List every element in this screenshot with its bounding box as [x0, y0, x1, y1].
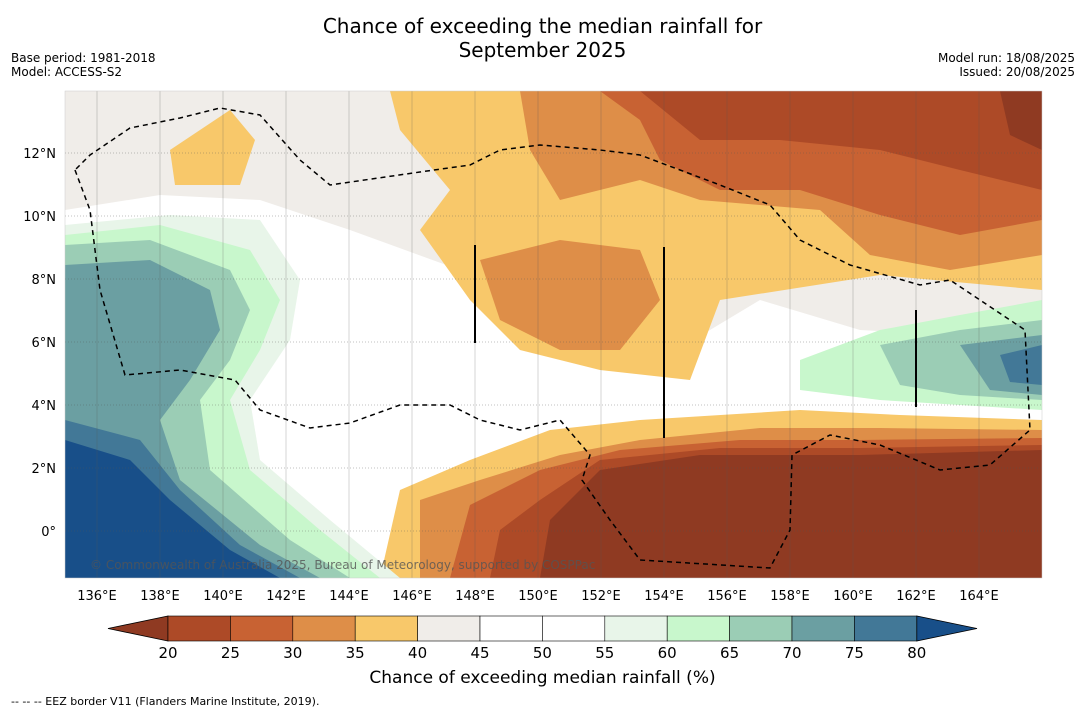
zone-75-80-east — [1000, 345, 1042, 385]
colorbar-tick-label: 35 — [346, 644, 365, 662]
colorbar-tick-label: 65 — [720, 644, 739, 662]
colorbar-segment — [167, 615, 231, 642]
colorbar-tick-label: 25 — [221, 644, 240, 662]
rainfall-field — [65, 91, 1042, 578]
eez-note: -- -- -- EEZ border V11 (Flanders Marine… — [11, 695, 320, 708]
colorbar-segment — [354, 615, 418, 642]
colorbar-segment — [729, 615, 793, 642]
colorbar-tick-label: 70 — [782, 644, 801, 662]
colorbar-tick-label: 45 — [470, 644, 489, 662]
run-info: Model run: 18/08/2025 Issued: 20/08/2025 — [938, 51, 1075, 79]
lat-tick-label: 2°N — [32, 462, 57, 477]
base-period: Base period: 1981-2018 — [11, 51, 156, 65]
zone-under-20-northeast — [1000, 91, 1042, 150]
lon-tick-label: 162°E — [896, 589, 936, 604]
title-line-2: September 2025 — [458, 38, 627, 62]
lon-tick-label: 150°E — [518, 589, 558, 604]
zone-35-40-northwest — [170, 110, 255, 185]
zone-30-35-central — [480, 240, 660, 350]
map-frame — [64, 90, 1043, 579]
lon-tick-label: 154°E — [644, 589, 684, 604]
colorbar-segment — [479, 615, 543, 642]
lat-tick-label: 0° — [41, 525, 56, 540]
colorbar-tick-label: 75 — [845, 644, 864, 662]
colorbar-ticks: 20 25 30 35 40 45 50 55 60 65 70 75 80 — [158, 644, 926, 662]
colorbar-under-arrow — [107, 615, 169, 642]
colorbar-tick-label: 30 — [283, 644, 302, 662]
colorbar-tick-label: 20 — [158, 644, 177, 662]
model-run: Model run: 18/08/2025 — [937, 51, 1075, 65]
colorbar-segment — [604, 615, 668, 642]
lat-tick-label: 8°N — [32, 273, 57, 288]
latitude-labels: 12°N 10°N 8°N 6°N 4°N 2°N 0° — [23, 147, 56, 540]
colorbar-segment — [292, 615, 356, 642]
colorbar-label: Chance of exceeding median rainfall (%) — [369, 668, 716, 688]
colorbar-segment — [791, 615, 855, 642]
lat-tick-label: 6°N — [32, 336, 57, 351]
lat-tick-label: 12°N — [23, 147, 56, 162]
colorbar-tick-label: 50 — [533, 644, 552, 662]
lon-tick-label: 140°E — [203, 589, 243, 604]
colorbar-over-arrow — [916, 615, 978, 642]
lon-tick-label: 136°E — [77, 589, 117, 604]
lon-tick-label: 146°E — [392, 589, 432, 604]
chart-title: Chance of exceeding the median rainfall … — [0, 14, 1085, 62]
colorbar-segment — [666, 615, 730, 642]
model-info: Base period: 1981-2018 Model: ACCESS-S2 — [11, 51, 156, 79]
lat-gridlines — [65, 152, 1042, 532]
colorbar-tick-label: 80 — [907, 644, 926, 662]
lat-tick-label: 10°N — [23, 210, 56, 225]
zone-over-80-southwest — [65, 440, 280, 578]
model-name: Model: ACCESS-S2 — [11, 65, 123, 79]
colorbar-segment — [230, 615, 294, 642]
lon-tick-label: 148°E — [455, 589, 495, 604]
lat-tick-label: 4°N — [32, 399, 57, 414]
lon-tick-label: 156°E — [707, 589, 747, 604]
lon-tick-label: 164°E — [959, 589, 999, 604]
lon-gridlines — [96, 91, 980, 578]
colorbar-segment — [417, 615, 481, 642]
title-line-1: Chance of exceeding the median rainfall … — [322, 14, 763, 38]
copyright-notice: © Commonwealth of Australia 2025, Bureau… — [90, 558, 596, 572]
colorbar-tick-label: 60 — [658, 644, 677, 662]
eez-border — [74, 107, 1031, 569]
lon-tick-label: 138°E — [140, 589, 180, 604]
lon-tick-label: 158°E — [770, 589, 810, 604]
lon-tick-label: 144°E — [329, 589, 369, 604]
colorbar — [107, 615, 978, 642]
lon-tick-label: 160°E — [833, 589, 873, 604]
lon-tick-label: 142°E — [266, 589, 306, 604]
colorbar-segment — [854, 615, 918, 642]
colorbar-segment — [542, 615, 606, 642]
zone-20-25-north — [640, 91, 1042, 190]
colorbar-tick-label: 55 — [595, 644, 614, 662]
issued-date: Issued: 20/08/2025 — [959, 65, 1075, 79]
longitude-labels: 136°E 138°E 140°E 142°E 144°E 146°E 148°E 150°E… — [77, 589, 999, 604]
lon-tick-label: 152°E — [581, 589, 621, 604]
colorbar-tick-label: 40 — [408, 644, 427, 662]
